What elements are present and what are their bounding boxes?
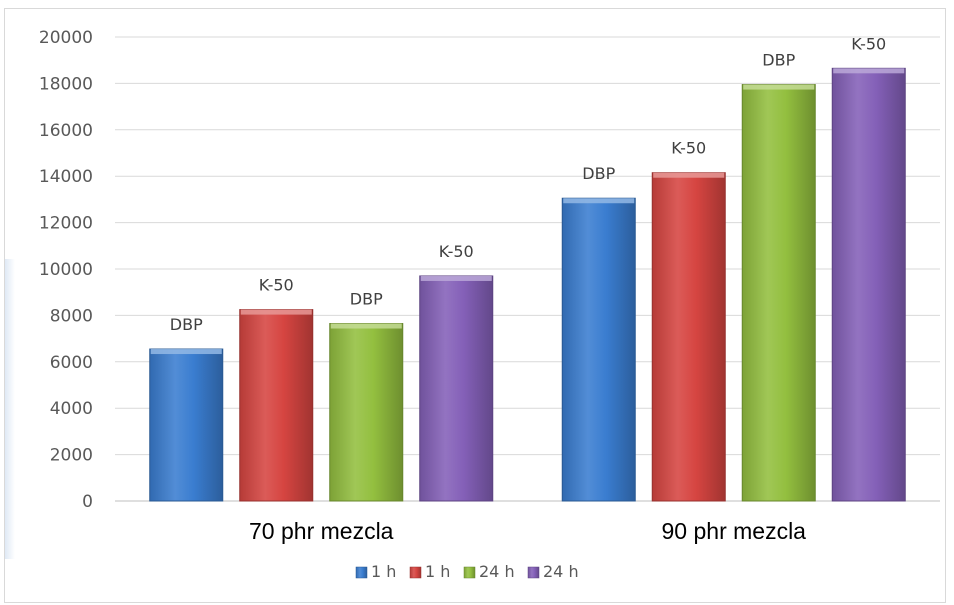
y-tick-label: 4000 <box>50 399 93 419</box>
bar-highlight <box>833 68 905 74</box>
legend-swatch <box>463 566 476 579</box>
bar-highlight <box>653 172 725 178</box>
bar <box>419 275 494 502</box>
legend-swatch <box>527 566 540 579</box>
y-tick-label: 18000 <box>39 74 93 94</box>
legend-label: 1 h <box>425 562 450 581</box>
bar-chart: 0 2000 4000 6000 8000 10000 12000 14000 16000 180… <box>39 28 940 581</box>
data-label: K-50 <box>439 242 474 261</box>
bar-highlight <box>420 275 492 281</box>
y-tick-label: 16000 <box>39 121 93 141</box>
y-tick-label: 20000 <box>39 28 93 48</box>
bars <box>149 67 906 502</box>
legend-swatch <box>355 566 368 579</box>
bar-highlight <box>330 323 402 329</box>
legend-swatch <box>409 566 422 579</box>
y-tick-label: 6000 <box>50 353 93 373</box>
legend-label: 1 h <box>371 562 396 581</box>
category-label: 70 phr mezcla <box>249 518 394 544</box>
data-label: K-50 <box>851 34 886 53</box>
data-label: DBP <box>170 315 203 334</box>
y-tick-label: 8000 <box>50 306 93 326</box>
bar <box>741 84 816 502</box>
chart-frame: 0 2000 4000 6000 8000 10000 12000 14000 16000 180… <box>4 8 946 603</box>
bar <box>831 67 906 502</box>
legend: 1 h 1 h 24 h 24 h <box>355 562 579 581</box>
data-label: DBP <box>582 164 615 183</box>
y-axis-tick-labels: 0 2000 4000 6000 8000 10000 12000 14000 16000 180… <box>39 28 93 512</box>
category-label: 90 phr mezcla <box>662 518 807 544</box>
data-labels: DBP K-50 DBP K-50 DBP K-50 DBP K-50 <box>170 34 886 334</box>
bar <box>329 323 404 502</box>
legend-label: 24 h <box>543 562 579 581</box>
y-tick-label: 10000 <box>39 260 93 280</box>
frame-edge-tint <box>5 259 15 559</box>
bar <box>149 348 224 502</box>
x-axis-category-labels: 70 phr mezcla 90 phr mezcla <box>249 518 806 544</box>
bar-highlight <box>563 198 635 204</box>
data-label: DBP <box>762 51 795 70</box>
bar-highlight <box>743 84 815 90</box>
y-tick-label: 12000 <box>39 214 93 234</box>
bar-highlight <box>150 349 222 355</box>
data-label: DBP <box>350 290 383 309</box>
legend-label: 24 h <box>479 562 515 581</box>
data-label: K-50 <box>259 276 294 295</box>
bar <box>239 309 314 502</box>
data-label: K-50 <box>671 139 706 158</box>
bar <box>561 197 636 502</box>
y-tick-label: 14000 <box>39 167 93 187</box>
bar-highlight <box>240 309 312 315</box>
bar <box>651 172 726 502</box>
y-tick-label: 2000 <box>50 446 93 466</box>
gridlines <box>115 36 940 502</box>
y-tick-label: 0 <box>82 492 93 512</box>
